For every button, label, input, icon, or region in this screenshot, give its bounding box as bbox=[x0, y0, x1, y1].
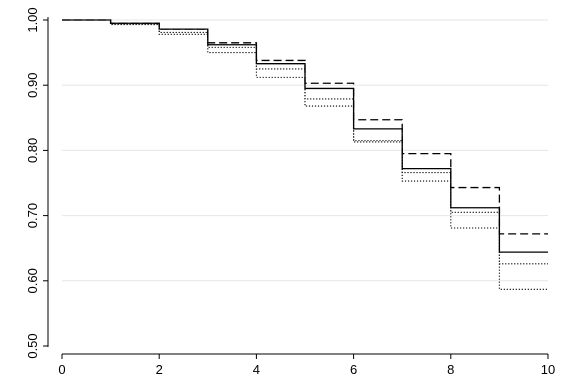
x-tick-label-2: 4 bbox=[253, 362, 260, 377]
series-line-2-dashed bbox=[62, 19, 548, 235]
x-tick-label-4: 8 bbox=[447, 362, 454, 377]
x-tick-label-1: 2 bbox=[156, 362, 163, 377]
grid-layer bbox=[62, 19, 548, 282]
y-tick-label-4: 0.90 bbox=[25, 73, 40, 98]
series-line-3-dotted bbox=[62, 19, 548, 290]
y-tick-label-1: 0.60 bbox=[25, 268, 40, 293]
series-line-4-dotted bbox=[62, 19, 548, 265]
y-tick-label-3: 0.80 bbox=[25, 138, 40, 163]
x-tick-label-3: 6 bbox=[350, 362, 357, 377]
axis-layer: 0 2 4 6 8 10 0.50 0.60 0.70 0.80 0.90 1.00 bbox=[25, 7, 555, 377]
x-tick-label-5: 10 bbox=[541, 362, 555, 377]
x-tick-label-0: 0 bbox=[58, 362, 65, 377]
y-tick-label-2: 0.70 bbox=[25, 203, 40, 228]
y-tick-label-5: 1.00 bbox=[25, 7, 40, 32]
series-layer bbox=[62, 19, 548, 290]
series-line-1-solid bbox=[62, 19, 548, 253]
y-tick-label-0: 0.50 bbox=[25, 333, 40, 358]
